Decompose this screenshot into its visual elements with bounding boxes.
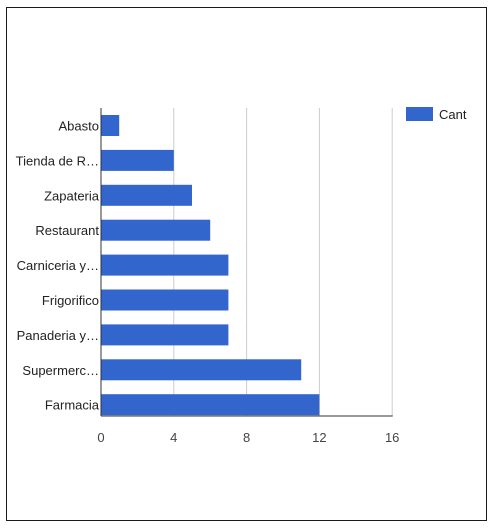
legend-label: Cant [439,107,467,122]
y-category-label-5: Frigorifico [42,293,99,308]
legend[interactable]: Cant [406,107,467,122]
bar-3[interactable] [101,220,210,241]
bar-8[interactable] [101,394,319,415]
x-tick-label-12: 12 [312,430,326,445]
bar-4[interactable] [101,255,228,276]
y-category-label-6: Panaderia y… [17,328,99,343]
y-category-label-2: Zapateria [44,188,100,203]
y-category-label-1: Tienda de R… [16,153,99,168]
x-tick-label-4: 4 [170,430,177,445]
bar-7[interactable] [101,359,301,380]
bar-0[interactable] [101,115,119,136]
y-category-label-0: Abasto [59,119,99,134]
y-category-label-7: Supermerc… [22,363,99,378]
y-category-label-3: Restaurant [35,223,99,238]
x-tick-label-16: 16 [385,430,399,445]
y-category-label-8: Farmacia [45,398,100,413]
y-category-label-4: Carniceria y… [17,258,99,273]
bars [101,115,319,415]
x-tick-label-8: 8 [243,430,250,445]
bar-6[interactable] [101,324,228,345]
bar-5[interactable] [101,290,228,311]
bar-1[interactable] [101,150,174,171]
x-tick-label-0: 0 [97,430,104,445]
legend-swatch [406,107,433,121]
bar-2[interactable] [101,185,192,206]
